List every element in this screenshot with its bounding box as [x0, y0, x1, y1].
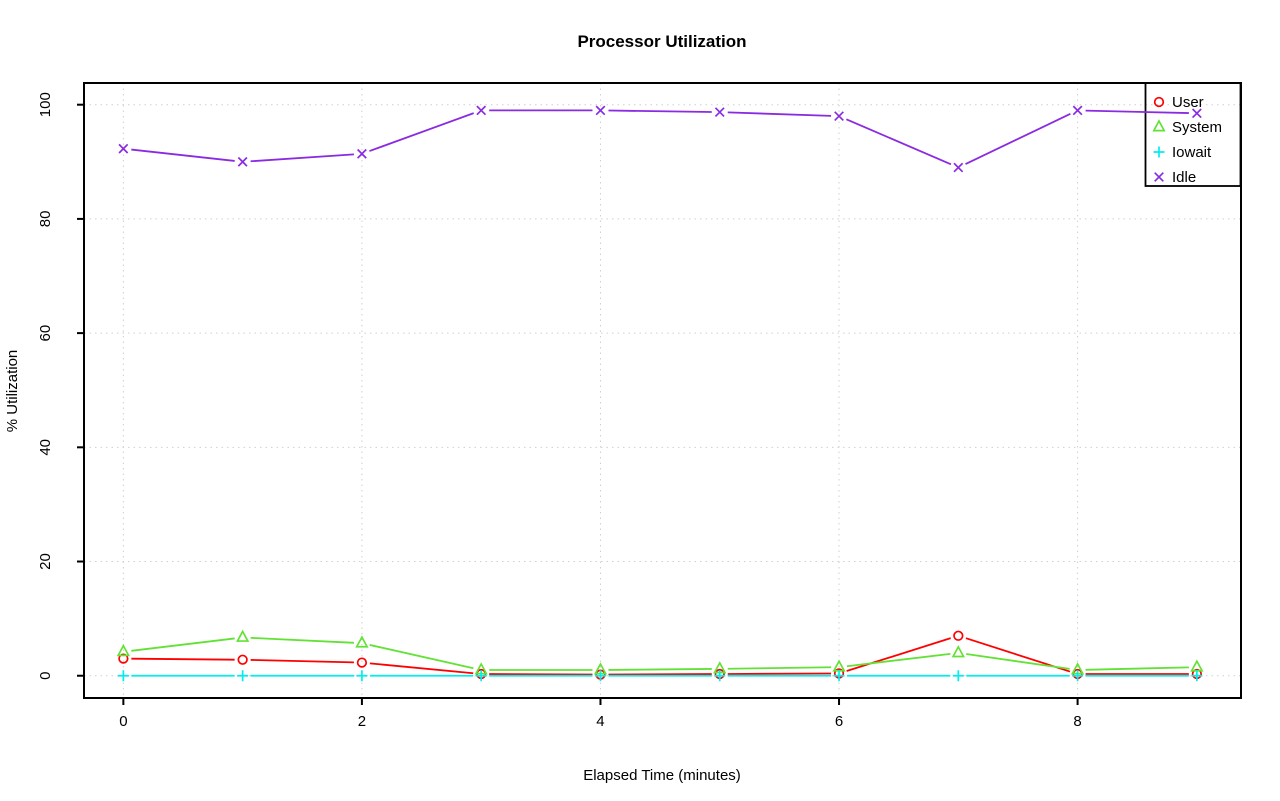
y-tick-label: 100 [37, 92, 54, 117]
data-point-idle [714, 107, 725, 118]
x-tick-label: 6 [835, 713, 843, 730]
y-tick-label: 0 [37, 672, 54, 680]
series-segment-user [369, 662, 474, 675]
data-point-iowait [475, 670, 487, 682]
series-segment-idle [250, 153, 354, 163]
data-point-idle [118, 143, 129, 154]
series-segment-system [608, 668, 712, 671]
data-point-idle [357, 148, 367, 159]
series-segment-idle [608, 109, 712, 113]
plot-border [83, 82, 1242, 699]
data-point-idle [1191, 108, 1202, 119]
data-point-idle [953, 162, 964, 173]
series-segment-system [250, 636, 354, 644]
series-segment-idle [727, 111, 832, 117]
data-point-user [953, 630, 964, 641]
data-point-iowait [237, 670, 249, 682]
data-point-idle [595, 105, 606, 116]
legend-label-user: User [1172, 94, 1204, 111]
data-point-system [355, 635, 369, 648]
y-axis-label: % Utilization [4, 350, 21, 433]
series-segment-user [131, 657, 235, 661]
data-point-iowait [952, 670, 964, 682]
data-point-user [237, 654, 248, 665]
y-tick-label: 20 [37, 553, 54, 570]
legend-label-system: System [1172, 119, 1222, 136]
data-point-iowait [1072, 670, 1084, 682]
series-segment-system [1085, 666, 1189, 671]
legend-marker-idle [1154, 172, 1164, 182]
data-point-system [236, 629, 250, 642]
y-tick-label: 40 [37, 439, 54, 456]
x-tick-label: 2 [358, 713, 366, 730]
data-point-iowait [594, 670, 606, 682]
data-point-iowait [833, 670, 845, 682]
data-point-idle [1072, 105, 1083, 116]
x-tick-label: 0 [119, 713, 127, 730]
data-point-idle [476, 105, 487, 116]
data-point-iowait [356, 670, 368, 682]
series-segment-user [846, 637, 951, 672]
data-point-iowait [1191, 670, 1203, 682]
x-axis-label: Elapsed Time (minutes) [583, 767, 741, 784]
legend-label-idle: Idle [1172, 169, 1196, 186]
x-tick-label: 8 [1073, 713, 1081, 730]
data-point-iowait [117, 670, 129, 682]
series-segment-idle [131, 148, 235, 162]
series-segment-system [846, 652, 951, 668]
series-segment-system [369, 644, 474, 670]
series-segment-idle [965, 113, 1071, 165]
series-segment-idle [1085, 109, 1189, 114]
legend-marker-user [1153, 96, 1165, 108]
chart-title: Processor Utilization [577, 32, 746, 51]
y-tick-label: 80 [37, 211, 54, 228]
data-point-idle [237, 156, 248, 167]
x-tick-label: 4 [596, 713, 604, 730]
series-segment-system [727, 666, 832, 670]
data-point-iowait [714, 670, 726, 682]
data-point-system [951, 645, 965, 658]
y-tick-label: 60 [37, 325, 54, 342]
series-segment-idle [846, 118, 952, 166]
legend-marker-system [1152, 119, 1166, 132]
data-point-user [118, 653, 129, 664]
series-segment-user [250, 659, 354, 664]
data-point-idle [834, 111, 844, 122]
legend-marker-iowait [1153, 146, 1165, 158]
data-point-system [116, 643, 130, 657]
data-point-user [356, 657, 368, 668]
series-segment-system [966, 653, 1070, 670]
series-segment-idle [369, 112, 474, 152]
legend-box [1144, 82, 1242, 187]
legend-label-iowait: Iowait [1172, 144, 1212, 161]
series-segment-system [131, 637, 235, 652]
